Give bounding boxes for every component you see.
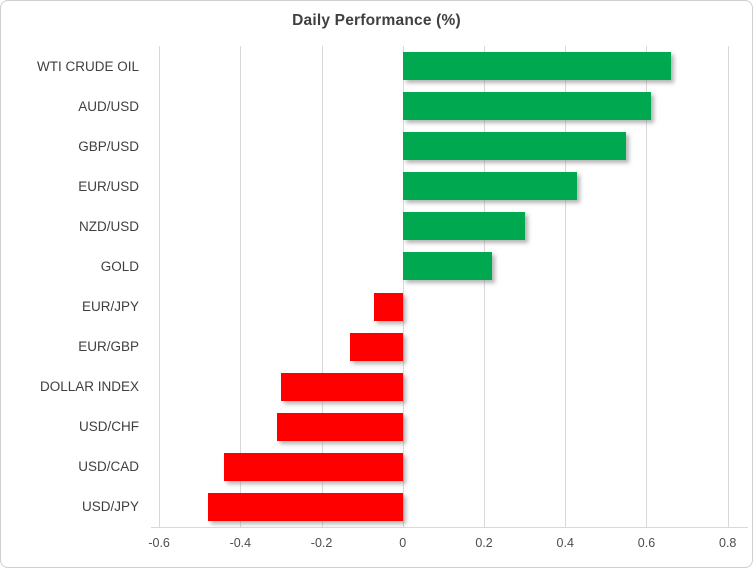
bar-nzd-usd [402,212,525,241]
category-label: AUD/USD [78,98,139,114]
bar-aud-usd [402,92,651,121]
bar-row: GOLD [1,246,752,286]
x-tick-label: 0.4 [556,536,574,550]
gridline--0.4 [240,46,242,527]
bar-gold [402,252,493,281]
x-tick-label: 0 [399,536,407,550]
x-tick-label: 0.2 [475,536,493,550]
category-label: EUR/JPY [81,299,139,314]
bar-row: USD/JPY [1,487,752,527]
bar-row: EUR/GBP [1,327,752,367]
gridline--0.6 [159,46,161,527]
bar-track [151,327,748,367]
gridline-0.4 [565,46,567,527]
x-tick-label: 0.6 [637,536,656,550]
bar-gbp-usd [402,132,627,161]
category-label: GBP/USD [78,138,139,154]
bar-row: EUR/JPY [1,286,752,326]
bar-dollar-index [280,372,403,401]
bar-wti-crude-oil [402,52,671,81]
bar-row: WTI CRUDE OIL [1,46,752,86]
category-label: DOLLAR INDEX [39,379,139,395]
bar-track [151,206,748,246]
gridlines-layer [151,46,748,528]
gridline-0.6 [646,46,648,527]
category-label: EUR/USD [78,178,139,194]
bar-row: NZD/USD [1,206,752,246]
bar-track [151,487,748,527]
bar-row: GBP/USD [1,126,752,166]
bar-track [151,86,748,126]
bar-row: EUR/USD [1,166,752,206]
category-label: USD/CAD [78,459,139,475]
bar-eur-gbp [350,332,403,361]
bar-eur-jpy [374,292,403,321]
gridline-0.8 [727,46,729,527]
category-label: GOLD [100,258,139,274]
x-tick-label: -0.4 [229,536,252,550]
bar-track [151,126,748,166]
category-label: EUR/GBP [78,339,139,355]
bar-track [151,46,748,86]
bar-track [151,367,748,407]
category-label: USD/JPY [81,499,139,515]
category-label: NZD/USD [79,218,139,234]
chart-title: Daily Performance (%) [292,12,461,29]
bar-usd-jpy [207,492,403,521]
bar-row: USD/CAD [1,447,752,487]
category-label: USD/CHF [79,419,139,435]
bar-eur-usd [402,172,578,201]
bar-track [151,286,748,326]
bar-track [151,407,748,447]
category-label: WTI CRUDE OIL [36,58,139,74]
gridline-0 [402,46,404,527]
x-axis-tick-labels: -0.6 -0.4 -0.2 0 0.2 0.4 0.6 0.8 [148,527,748,557]
bar-track [151,246,748,286]
bar-usd-cad [224,452,403,481]
x-tick-label: -0.2 [310,536,333,550]
x-tick-label: 0.8 [718,536,737,550]
bars-layer: WTI CRUDE OIL AUD/USD GBP/USD EUR/USD NZD/US… [1,46,752,527]
bar-row: AUD/USD [1,86,752,126]
bar-row: USD/CHF [1,407,752,447]
gridline--0.2 [321,46,323,527]
x-axis-line [151,527,748,528]
gridline-0.2 [484,46,486,527]
plot-area: WTI CRUDE OIL AUD/USD GBP/USD EUR/USD NZD/US… [1,46,752,550]
x-tick-label: -0.6 [148,536,170,550]
bar-track [151,447,748,487]
bar-usd-chf [276,412,403,441]
bar-row: DOLLAR INDEX [1,367,752,407]
bar-track [151,166,748,206]
